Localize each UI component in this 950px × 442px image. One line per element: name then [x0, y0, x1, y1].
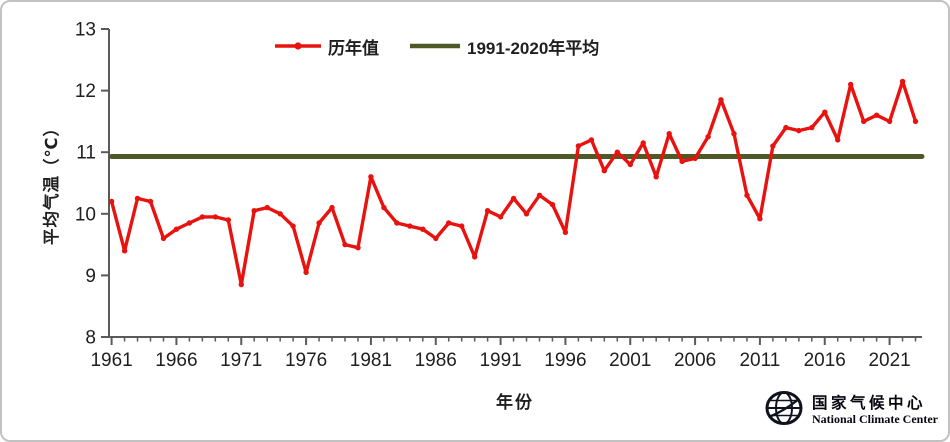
svg-text:2011: 2011 [739, 350, 780, 371]
svg-text:8: 8 [85, 328, 96, 349]
green-line-icon [409, 37, 461, 57]
svg-text:1981: 1981 [350, 350, 392, 371]
x-axis-title: 年份 [496, 393, 534, 412]
svg-text:2016: 2016 [804, 350, 846, 371]
legend-item-annual: 历年值 [274, 34, 379, 59]
svg-text:10: 10 [75, 204, 96, 225]
y-axis-title: 平均气温（℃） [43, 119, 61, 245]
globe-emblem-icon [763, 388, 805, 433]
chart-legend: 历年值 1991-2020年平均 [274, 34, 599, 59]
red-line-marker-icon [274, 37, 322, 57]
svg-text:9: 9 [85, 266, 96, 287]
svg-text:1961: 1961 [90, 350, 132, 371]
legend-item-average: 1991-2020年平均 [409, 34, 599, 59]
org-name-en: National Climate Center [812, 411, 938, 426]
svg-text:1996: 1996 [544, 350, 586, 371]
svg-text:1966: 1966 [155, 350, 197, 371]
svg-text:13: 13 [75, 20, 96, 41]
svg-text:2021: 2021 [868, 350, 910, 371]
svg-text:1976: 1976 [285, 350, 327, 371]
legend-label-annual: 历年值 [328, 39, 379, 58]
legend-label-average: 1991-2020年平均 [467, 39, 600, 58]
climate-center-logo: 国家气候中心 National Climate Center [763, 388, 938, 433]
svg-text:12: 12 [75, 81, 96, 102]
svg-text:2006: 2006 [674, 350, 716, 371]
svg-text:2001: 2001 [609, 350, 651, 371]
svg-text:1991: 1991 [479, 350, 521, 371]
svg-text:1986: 1986 [415, 350, 457, 371]
svg-text:11: 11 [76, 143, 96, 164]
svg-text:1971: 1971 [220, 350, 262, 371]
org-name-cn: 国家气候中心 [812, 394, 927, 412]
